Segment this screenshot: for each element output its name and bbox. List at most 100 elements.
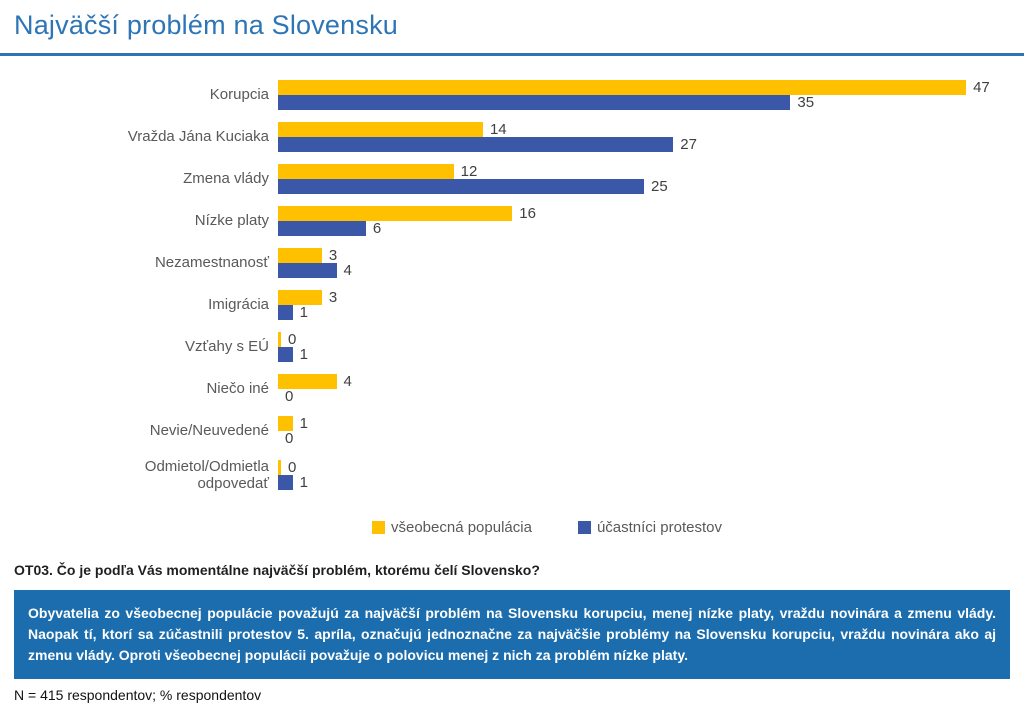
bar-line: 4 [278,373,1010,390]
bar-line: 0 [278,388,1010,405]
chart-row: Korupcia 47 35 [14,79,1010,111]
category-label: Vražda Jána Kuciaka [127,128,269,146]
value-label: 0 [285,430,294,447]
chart-row: Zmena vlády 12 25 [14,163,1010,195]
bar-protesters [278,347,293,362]
bar-line: 0 [278,459,1010,477]
bar-protesters [278,475,293,491]
legend-label-protest-participants: účastníci protestov [596,518,722,536]
chart-legend: všeobecná populácia účastníci protestov [14,519,1010,536]
chart-rows: Korupcia 47 35 Vražda Jána Kuciaka 14 27 Zmena… [14,79,1010,493]
header: Najväčší problém na Slovensku [0,0,1024,56]
summary-text: Obyvatelia zo všeobecnej populácie považ… [28,604,996,663]
bar-line: 1 [278,415,1010,432]
value-label: 1 [299,304,308,321]
bar-general [278,290,322,305]
value-label: 12 [460,163,478,180]
bar-general [278,332,281,347]
bar-line: 3 [278,247,1010,264]
value-label: 4 [343,373,352,390]
category-label: Nevie/Neuvedené [149,422,269,440]
value-label: 14 [489,121,507,138]
category-bars: 16 6 [278,205,1010,237]
legend-swatch-yellow [371,520,385,534]
bar-general [278,206,513,221]
category-label: Zmena vlády [183,170,269,188]
value-label: 3 [328,289,338,306]
value-label: 47 [973,79,990,96]
bar-protesters [278,95,791,110]
value-label: 0 [285,388,294,405]
bar-general [278,416,293,431]
value-label: 3 [328,247,338,264]
bar-general [278,248,322,263]
value-label: 16 [519,205,536,222]
value-label: 4 [343,262,352,279]
chart-row: Nezamestnanosť 3 4 [14,247,1010,279]
chart-row: Vražda Jána Kuciaka 14 27 [14,121,1010,153]
category-label: Imigrácia [208,296,269,314]
bar-protesters [278,221,366,236]
category-label: Nezamestnanosť [154,254,269,272]
category-label: Nízke platy [194,212,269,230]
value-label: 1 [299,415,308,432]
bar-line: 3 [278,289,1010,306]
legend-item-general-population: všeobecná populácia [371,518,532,536]
chart-row: Imigrácia 3 1 [14,289,1010,321]
bar-line: 25 [278,178,1010,195]
bar-protesters [278,263,337,278]
bar-line: 6 [278,220,1010,237]
bar-general [278,460,281,476]
bar-chart: Korupcia 47 35 Vražda Jána Kuciaka 14 27 Zmena… [0,56,1024,536]
legend-item-protest-participants: účastníci protestov [577,518,722,536]
legend-swatch-blue [577,520,591,534]
chart-row: Vzťahy s EÚ 0 1 [14,331,1010,363]
legend-label-general-population: všeobecná populácia [390,518,532,536]
value-label: 1 [299,346,308,363]
bar-general [278,374,337,389]
bar-line: 1 [278,346,1010,363]
summary-box: Obyvatelia zo všeobecnej populácie považ… [14,589,1010,679]
bar-line: 4 [278,262,1010,279]
value-label: 1 [299,474,308,492]
bar-protesters [278,305,293,320]
category-bars: 47 35 [278,79,1010,111]
bar-line: 0 [278,430,1010,447]
chart-row: Niečo iné 4 0 [14,373,1010,405]
page-title: Najväčší problém na Slovensku [14,10,398,40]
bar-line: 0 [278,331,1010,348]
bar-general [278,122,483,137]
chart-row: Nevie/Neuvedené 1 0 [14,415,1010,447]
category-label: Odmietol/Odmietla odpovedať [144,458,269,493]
bar-line: 47 [278,79,1010,96]
footnote: N = 415 respondentov; % respondentov [14,686,262,703]
category-label: Niečo iné [206,380,269,398]
bar-protesters [278,179,644,194]
bar-line: 16 [278,205,1010,222]
value-label: 27 [680,136,697,153]
bar-general [278,164,454,179]
bar-line: 35 [278,94,1010,111]
bar-general [278,80,967,95]
bar-protesters [278,137,674,152]
value-label: 0 [288,459,297,477]
value-label: 35 [797,94,815,111]
bar-line: 1 [278,474,1010,492]
value-label: 25 [651,178,668,195]
chart-row: Odmietol/Odmietla odpovedať 0 1 [14,458,1010,493]
value-label: 0 [288,331,297,348]
bar-line: 12 [278,163,1010,180]
category-bars: 14 27 [278,121,1010,153]
category-label: Vzťahy s EÚ [185,338,269,356]
question-text: OT03. Čo je podľa Vás momentálne najväčš… [14,561,540,578]
category-bars: 12 25 [278,163,1010,195]
bar-line: 1 [278,304,1010,321]
category-label: Korupcia [209,86,269,104]
value-label: 6 [372,220,382,237]
